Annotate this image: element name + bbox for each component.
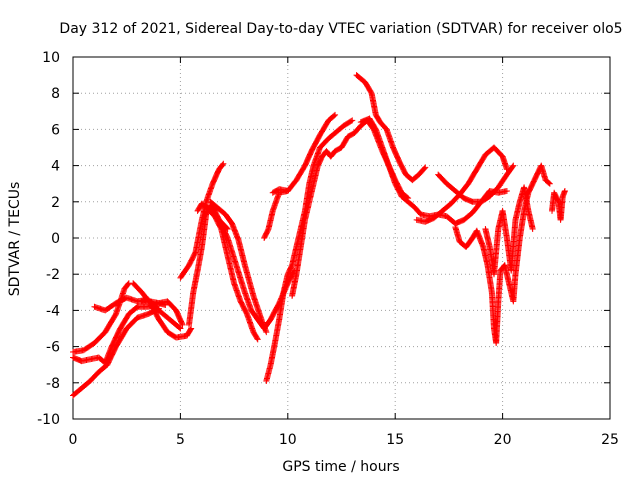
data-point	[187, 326, 194, 333]
data-point	[177, 325, 184, 332]
axis-ticks: 0 5 10 15 20 25 -10 -8 -6 -4 -2 0 2 4 6 8 10	[37, 50, 619, 448]
y-tick-label: 6	[51, 122, 60, 138]
y-tick-label: 10	[42, 50, 60, 66]
x-tick-label: 25	[601, 432, 619, 448]
series-track-s	[435, 162, 517, 205]
chart-title: Day 312 of 2021, Sidereal Day-to-day VTE…	[59, 21, 622, 37]
data-marks	[70, 72, 568, 399]
series-track-u	[482, 184, 536, 278]
y-tick-label: -8	[46, 376, 60, 392]
series-track-n	[269, 186, 291, 196]
series-track-j	[207, 198, 270, 336]
grid	[73, 57, 610, 419]
series-track-t	[452, 162, 553, 346]
data-point	[561, 187, 568, 194]
series-track-p	[353, 72, 429, 184]
y-tick-label: -6	[46, 340, 60, 356]
x-tick-label: 0	[69, 432, 78, 448]
data-point	[223, 225, 230, 232]
y-tick-label: -4	[46, 303, 60, 319]
data-point	[254, 336, 261, 343]
x-tick-label: 20	[494, 432, 512, 448]
data-point	[421, 165, 428, 172]
y-tick-label: -2	[46, 267, 60, 283]
x-tick-label: 5	[176, 432, 185, 448]
series-track-k	[203, 204, 261, 343]
series-track-v	[549, 187, 568, 223]
series-track-r	[413, 144, 510, 225]
series-track-q	[357, 115, 510, 227]
series-track-f	[138, 298, 186, 328]
data-point	[179, 321, 186, 328]
data-point	[254, 335, 261, 342]
data-point	[331, 112, 338, 119]
data-point	[546, 180, 553, 187]
data-point	[263, 329, 270, 336]
data-point	[188, 325, 195, 332]
data-point	[349, 117, 356, 124]
data-point	[176, 324, 183, 331]
data-point	[224, 225, 231, 232]
data-point	[503, 187, 510, 194]
data-point	[422, 164, 429, 171]
data-point	[332, 111, 339, 118]
y-tick-label: 0	[51, 231, 60, 247]
data-point	[125, 281, 132, 288]
data-point	[220, 160, 227, 167]
data-point	[348, 118, 355, 125]
y-axis-label: SDTVAR / TECUs	[7, 182, 23, 297]
x-tick-label: 10	[279, 432, 297, 448]
series-track-m	[261, 111, 339, 241]
y-tick-label: -10	[37, 412, 60, 428]
series-track-a	[70, 280, 132, 356]
data-point	[545, 179, 552, 186]
y-tick-label: 4	[51, 159, 60, 175]
data-point	[510, 162, 517, 169]
data-point	[529, 225, 536, 232]
data-point	[509, 163, 516, 170]
y-tick-label: 2	[51, 195, 60, 211]
data-point	[219, 161, 226, 168]
data-point	[284, 187, 291, 194]
x-axis-label: GPS time / hours	[282, 459, 399, 475]
y-tick-label: 8	[51, 86, 60, 102]
x-tick-label: 15	[386, 432, 404, 448]
